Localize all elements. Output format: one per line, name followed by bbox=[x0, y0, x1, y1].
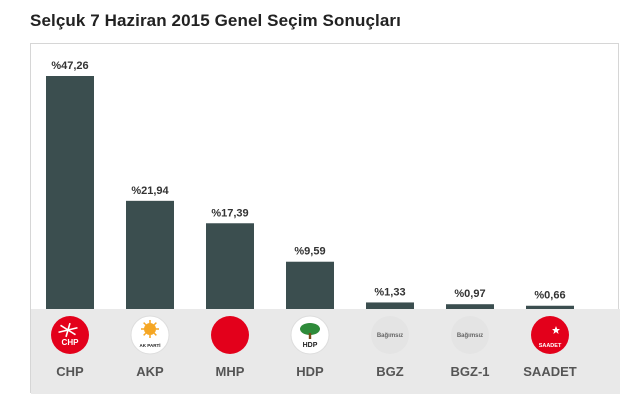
logos-layer: CHP AK PARTİ HDP Bağımsız Bağımsız SAADET bbox=[51, 315, 569, 355]
value-label-bgz-1: %0,97 bbox=[454, 288, 485, 300]
bar-hdp[interactable] bbox=[286, 261, 334, 309]
bar-bgz-1[interactable] bbox=[446, 304, 494, 309]
saadet-logo-text: SAADET bbox=[539, 343, 562, 349]
labels-layer: %47,26 CHP %21,94 AKP %17,39 MHP %9,59 HDP %1,33… bbox=[51, 60, 576, 379]
category-label-bgz: BGZ bbox=[376, 364, 404, 379]
value-label-bgz: %1,33 bbox=[374, 286, 405, 298]
chp-logo-icon: CHP bbox=[51, 316, 89, 354]
saadet-logo-icon: SAADET bbox=[531, 316, 569, 354]
akp-logo-text: AK PARTİ bbox=[140, 342, 161, 348]
bar-chart: CHP AK PARTİ HDP Bağımsız Bağımsız SAADET %47… bbox=[31, 60, 620, 394]
bar-akp[interactable] bbox=[126, 200, 174, 309]
independent-logo-text: Bağımsız bbox=[457, 333, 483, 339]
akp-logo-icon: AK PARTİ bbox=[130, 315, 170, 355]
hdp-logo-icon: HDP bbox=[290, 315, 330, 355]
hdp-logo-text: HDP bbox=[303, 342, 318, 349]
value-label-chp: %47,26 bbox=[51, 60, 88, 72]
chart-title: Selçuk 7 Haziran 2015 Genel Seçim Sonuçl… bbox=[30, 11, 401, 30]
bar-mhp[interactable] bbox=[206, 223, 254, 309]
independent-logo-text: Bağımsız bbox=[377, 333, 403, 339]
category-label-saadet: SAADET bbox=[523, 364, 577, 379]
value-label-mhp: %17,39 bbox=[211, 207, 248, 219]
bar-bgz[interactable] bbox=[366, 302, 414, 309]
mhp-logo-icon bbox=[211, 316, 249, 354]
value-label-saadet: %0,66 bbox=[534, 290, 565, 302]
chart-panel: CHP AK PARTİ HDP Bağımsız Bağımsız SAADET %47… bbox=[30, 43, 620, 394]
category-label-akp: AKP bbox=[136, 364, 164, 379]
chp-logo-text: CHP bbox=[62, 338, 80, 347]
category-label-hdp: HDP bbox=[296, 364, 324, 379]
category-label-chp: CHP bbox=[56, 364, 84, 379]
category-label-bgz-1: BGZ-1 bbox=[451, 364, 490, 379]
independent-logo-icon: Bağımsız bbox=[451, 316, 489, 354]
independent-logo-icon: Bağımsız bbox=[371, 316, 409, 354]
bar-chp[interactable] bbox=[46, 76, 94, 309]
value-label-hdp: %9,59 bbox=[294, 246, 325, 258]
bar-saadet[interactable] bbox=[526, 305, 574, 309]
category-label-mhp: MHP bbox=[216, 364, 245, 379]
logo-strip bbox=[31, 309, 620, 394]
bars-layer bbox=[46, 76, 574, 309]
value-label-akp: %21,94 bbox=[131, 185, 169, 197]
